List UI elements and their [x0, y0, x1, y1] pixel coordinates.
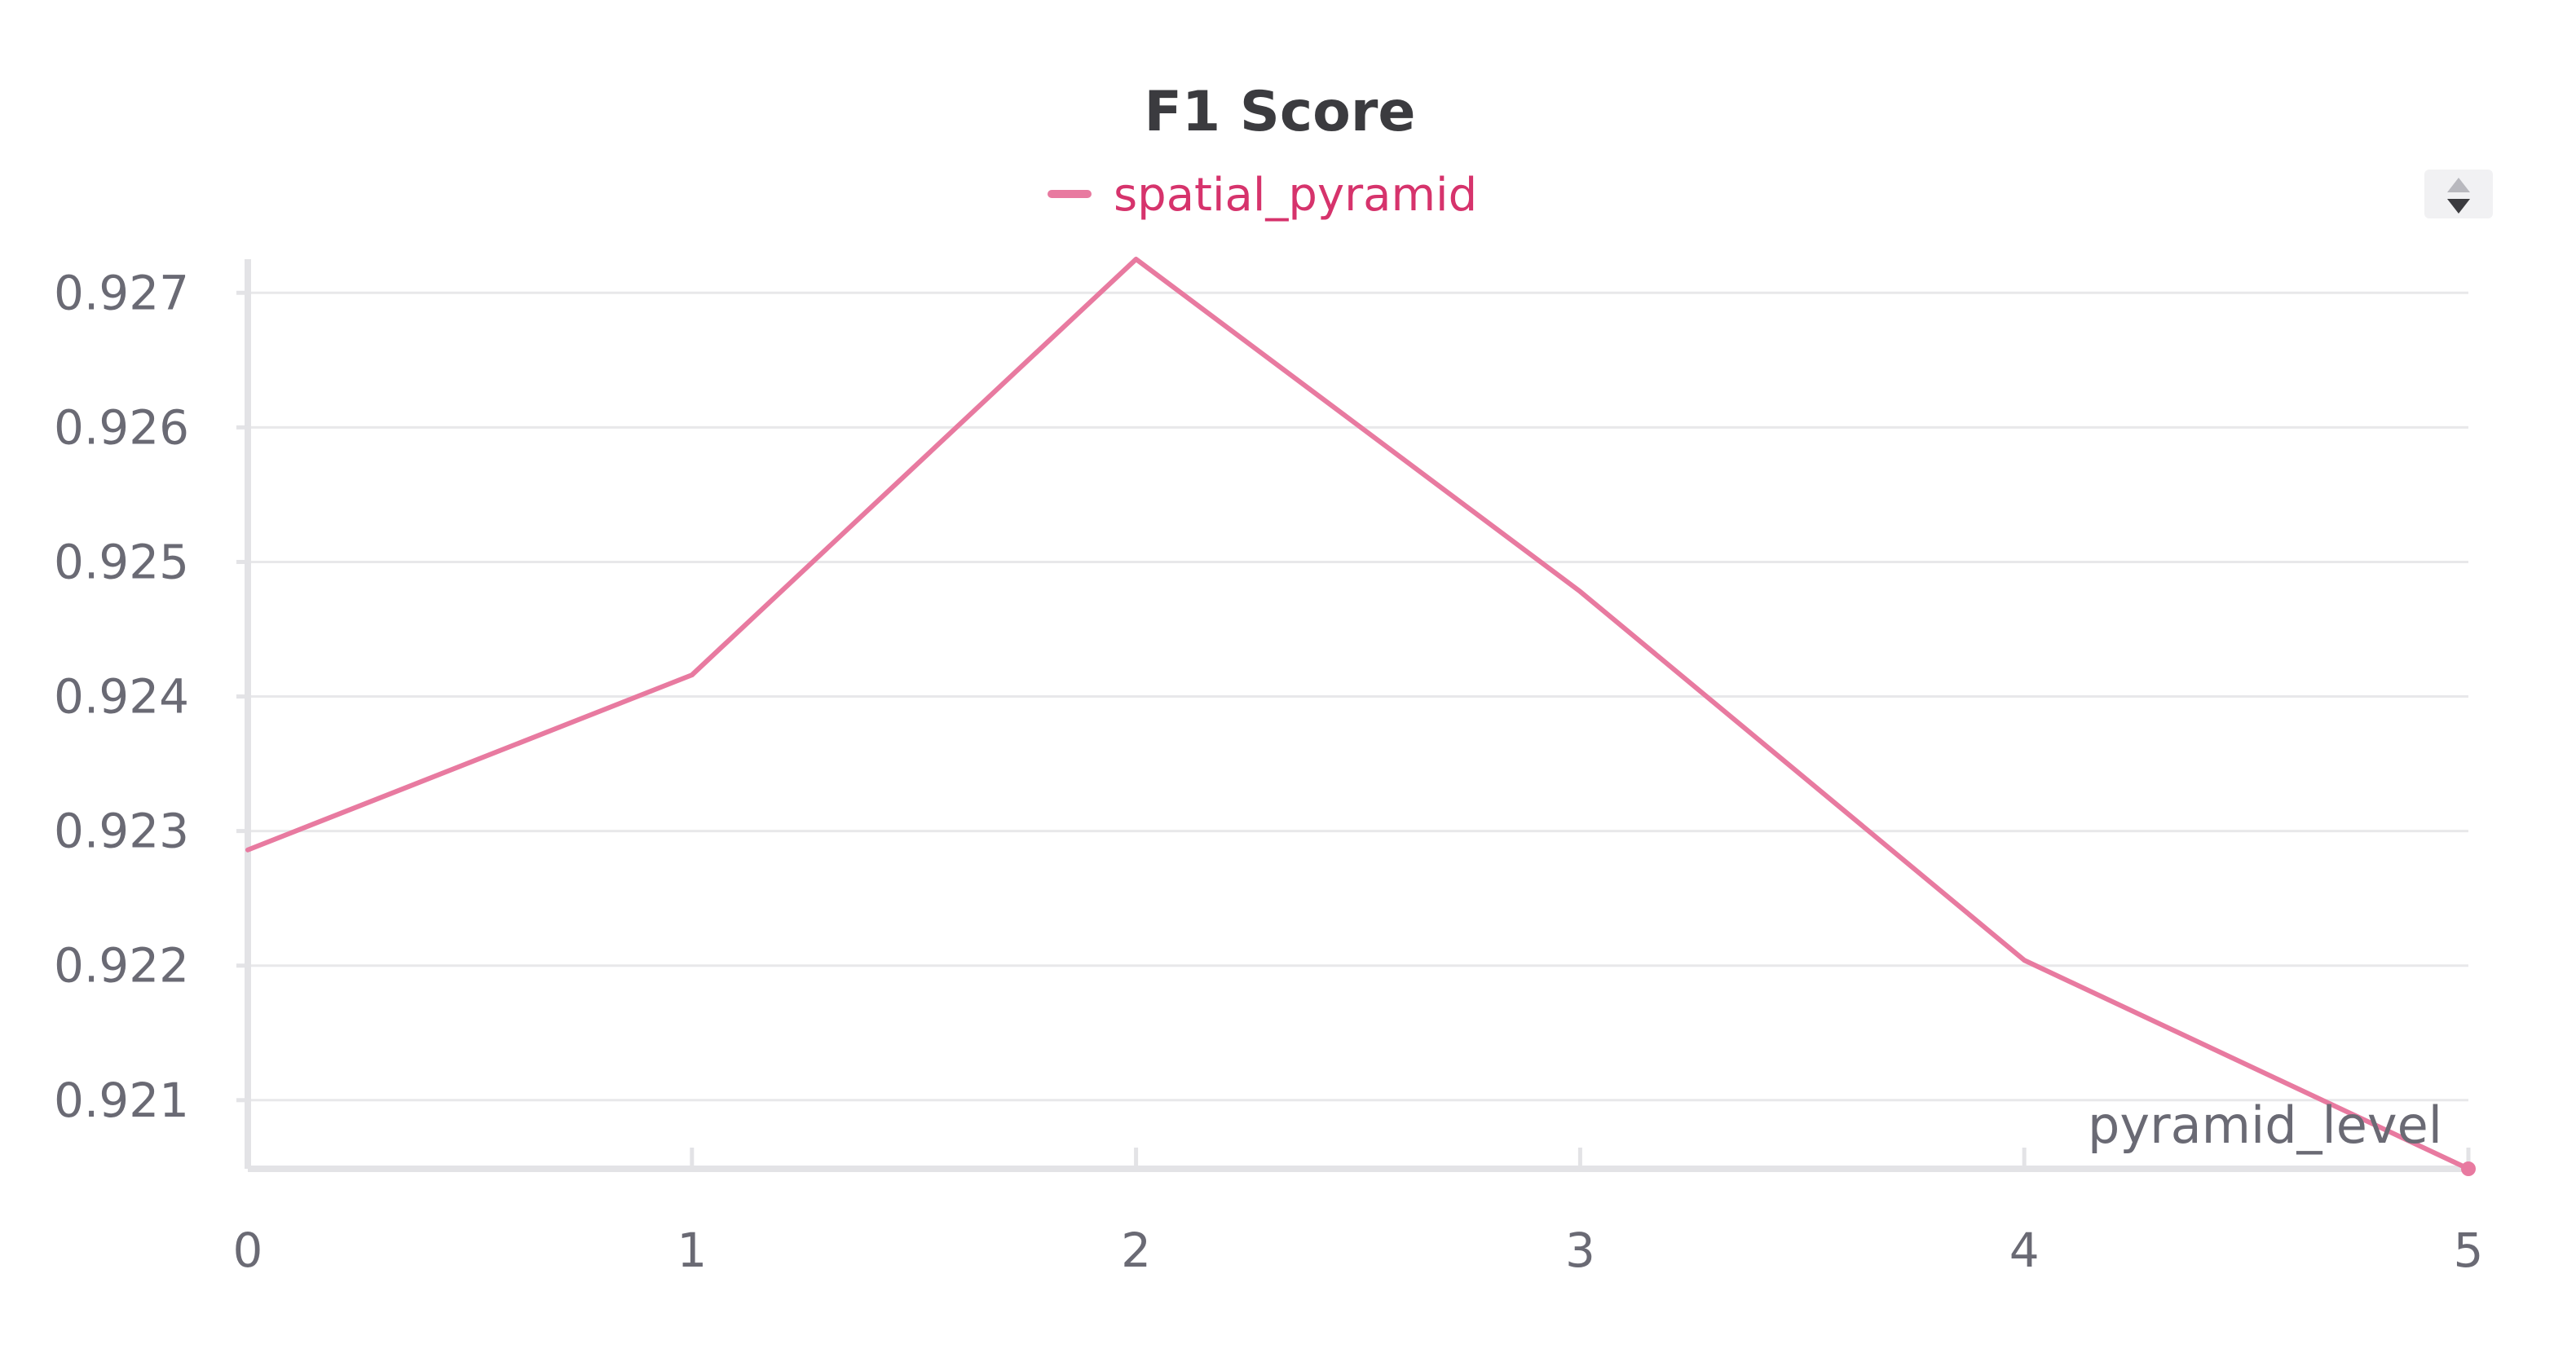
- data-point[interactable]: [2461, 1161, 2476, 1176]
- y-tick-label: 0.925: [54, 534, 189, 589]
- y-tick-label: 0.927: [54, 265, 189, 320]
- x-tick-label: 0: [233, 1223, 263, 1278]
- chart-title: F1 Score: [1144, 80, 1415, 144]
- y-tick-label: 0.921: [54, 1073, 189, 1128]
- y-tick-label: 0.923: [54, 804, 189, 859]
- y-tick-label: 0.924: [54, 669, 189, 725]
- legend[interactable]: spatial_pyramid: [1048, 169, 1477, 222]
- x-tick-label: 2: [1121, 1223, 1151, 1278]
- y-tick-label: 0.926: [54, 399, 189, 455]
- grid: [248, 291, 2468, 1102]
- x-axis-label: pyramid_level: [2088, 1095, 2442, 1155]
- series-line-spatial_pyramid: [245, 257, 2471, 1171]
- x-tick-label: 4: [2009, 1223, 2040, 1278]
- x-axis-ticks: 0 1 2 3 4 5: [233, 1148, 2484, 1278]
- sort-updown-icon[interactable]: [2424, 170, 2493, 218]
- x-tick-label: 3: [1565, 1223, 1595, 1278]
- axes: [245, 259, 2468, 1172]
- series: [245, 257, 2476, 1176]
- legend-label-spatial_pyramid: spatial_pyramid: [1114, 169, 1477, 222]
- x-tick-label: 5: [2454, 1223, 2484, 1278]
- y-tick-label: 0.922: [54, 938, 189, 994]
- y-axis-ticks: 0.927 0.926 0.925 0.924 0.923 0.922 0.921: [54, 265, 248, 1128]
- x-tick-label: 1: [677, 1223, 707, 1278]
